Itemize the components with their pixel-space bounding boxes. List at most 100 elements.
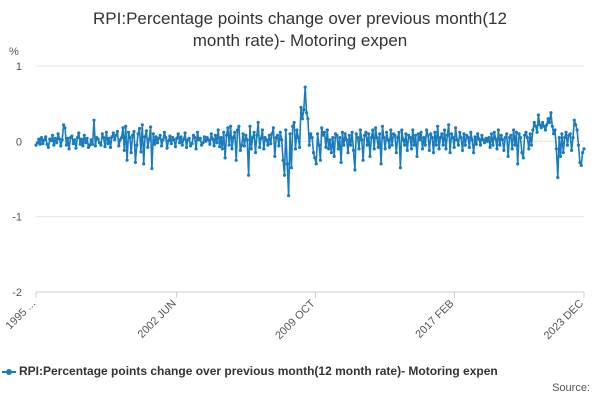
data-point [276,133,280,137]
data-point [571,136,575,140]
data-point [320,126,324,130]
data-point [139,150,143,154]
data-point [353,168,357,172]
data-point [182,137,186,141]
data-point [357,147,361,151]
data-point [511,128,516,132]
y-tick-label: 1 [16,61,22,73]
data-point [436,124,440,128]
data-point [481,138,485,142]
data-point [331,136,335,140]
data-point [376,145,380,149]
data-point [219,136,223,140]
data-point [249,147,253,151]
data-point [394,151,398,155]
data-point [369,136,373,140]
series-line [35,86,585,197]
data-point [509,133,513,137]
y-tick-label: -1 [12,212,22,224]
data-point [251,136,255,140]
data-point [303,85,307,89]
data-point [245,138,249,142]
data-point [252,130,256,134]
data-point [151,132,155,136]
x-tick-label: 2002 JUN [136,298,179,341]
chart-legend[interactable]: RPI:Percentage points change over previo… [2,364,600,382]
data-point [502,148,506,152]
data-point [412,143,416,147]
data-point [164,136,168,140]
data-point [253,151,258,155]
data-point [491,143,495,147]
data-point [269,142,273,146]
data-point [531,128,535,132]
data-point [438,136,442,140]
data-point [547,120,552,125]
data-point [81,144,85,148]
data-point [114,133,118,137]
data-point [578,160,582,164]
data-point [313,156,317,160]
data-point [153,142,157,146]
data-point [316,132,320,136]
data-point [121,126,125,130]
data-point [248,124,252,128]
data-point [34,143,38,147]
data-point [387,145,391,149]
data-point [386,138,390,142]
data-point [350,130,354,134]
data-point [230,147,234,151]
data-point [361,158,365,162]
data-point [103,145,107,149]
data-point [431,151,436,155]
data-point [523,133,527,137]
data-point [409,147,414,151]
data-point [545,123,549,127]
data-point [441,143,445,147]
data-point [233,130,237,134]
data-point [440,132,444,136]
data-point [427,148,431,152]
data-point [393,133,397,137]
data-point [379,162,383,166]
data-point [102,136,106,140]
data-point [238,148,242,152]
data-point [426,133,430,137]
data-point [576,143,581,147]
data-point [160,144,164,148]
data-point [237,124,241,128]
data-point [489,132,494,136]
data-point [140,123,144,127]
data-point [135,143,139,147]
source-label: Source: [552,382,590,394]
data-point [63,126,67,130]
data-point [46,145,51,149]
data-point [108,145,113,149]
data-point [80,137,84,141]
data-point [404,132,408,136]
data-point [514,130,519,134]
data-point [434,143,438,147]
data-point [208,142,212,146]
data-point [224,133,229,137]
data-point [451,136,455,140]
data-point [365,143,369,147]
data-point [554,147,559,151]
data-point [553,128,557,132]
data-point [66,136,70,140]
data-point [476,132,480,136]
data-point [169,142,173,146]
data-point [281,158,285,162]
x-tick-label: 2017 FEB [413,298,456,341]
data-point [405,148,409,152]
data-point [420,147,425,151]
data-point [443,128,447,132]
data-point [499,133,503,137]
data-point [543,128,548,132]
data-point [59,144,63,148]
data-point [314,162,318,166]
data-point [549,111,553,115]
data-point [111,131,115,135]
data-point [560,132,564,136]
data-point [190,142,194,146]
